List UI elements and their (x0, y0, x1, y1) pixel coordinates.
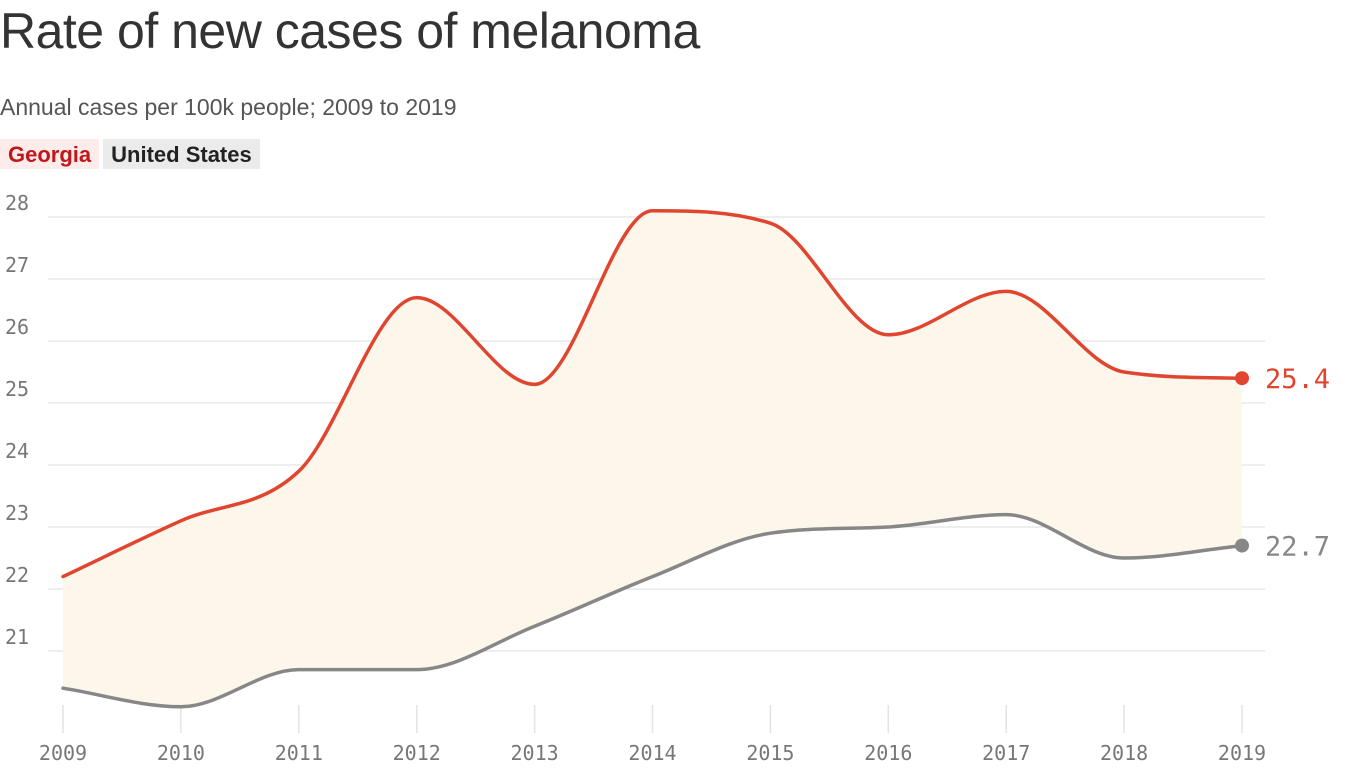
fill-between-area (63, 210, 1242, 707)
y-tick-label-21: 21 (5, 625, 29, 649)
end-label-united-states: 22.7 (1265, 532, 1330, 563)
x-tick-label-2016: 2016 (864, 741, 912, 765)
y-tick-label-26: 26 (5, 315, 29, 339)
y-tick-label-28: 28 (5, 191, 29, 215)
x-tick-label-2013: 2013 (511, 741, 559, 765)
legend-item-georgia[interactable]: Georgia (0, 139, 100, 169)
chart-title: Rate of new cases of melanoma (0, 3, 700, 59)
x-tick-label-2019: 2019 (1218, 741, 1266, 765)
y-tick-label-23: 23 (5, 501, 29, 525)
x-tick-label-2014: 2014 (628, 741, 676, 765)
x-tick-label-2015: 2015 (746, 741, 794, 765)
series-line-georgia (61, 209, 1244, 579)
y-tick-label-27: 27 (5, 253, 29, 277)
chart-subtitle: Annual cases per 100k people; 2009 to 20… (0, 94, 457, 120)
y-tick-label-24: 24 (5, 439, 29, 463)
data-point-georgia-2019 (1235, 371, 1249, 386)
data-point-united-states-2019 (1235, 538, 1249, 553)
x-tick-label-2009: 2009 (39, 741, 87, 765)
series-line-united-states (61, 512, 1244, 709)
end-label-georgia: 25.4 (1265, 364, 1330, 395)
x-tick-label-2017: 2017 (982, 741, 1030, 765)
y-tick-label-25: 25 (5, 377, 29, 401)
x-tick-label-2012: 2012 (393, 741, 441, 765)
legend-item-united-states[interactable]: United States (103, 139, 260, 169)
x-tick-label-2011: 2011 (275, 741, 323, 765)
x-tick-label-2010: 2010 (157, 741, 205, 765)
legend: Georgia United States (0, 139, 260, 169)
x-tick-label-2018: 2018 (1100, 741, 1148, 765)
y-tick-label-22: 22 (5, 563, 29, 587)
